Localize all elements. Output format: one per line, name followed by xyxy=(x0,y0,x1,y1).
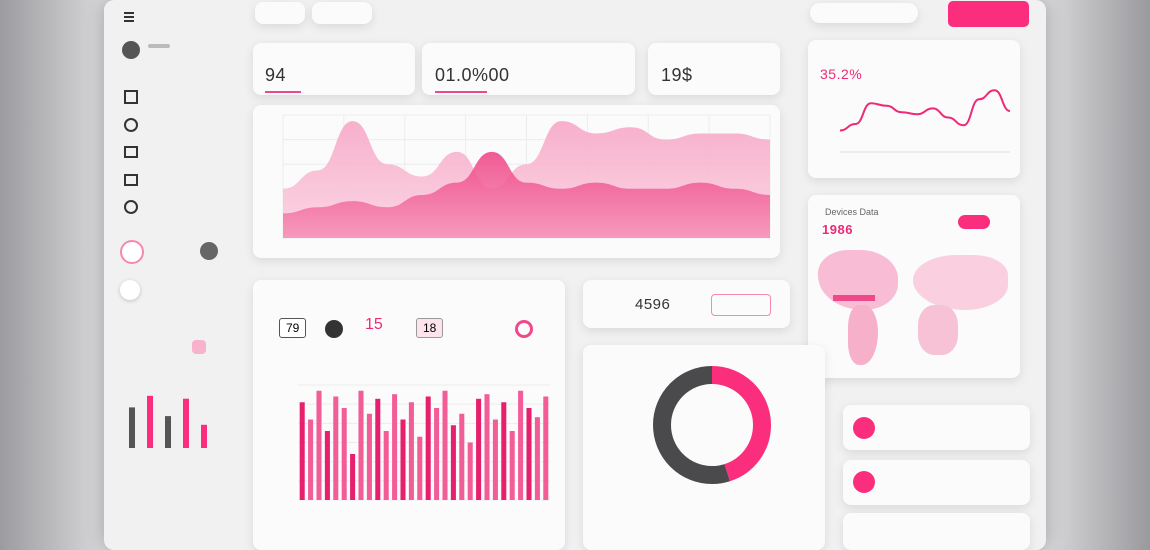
kpi-value: 94 xyxy=(265,65,287,85)
total-value: 4596 xyxy=(635,296,671,313)
stat-icon xyxy=(515,320,533,338)
bar xyxy=(375,398,381,500)
trend-line xyxy=(839,89,1011,132)
bar xyxy=(299,402,305,500)
kpi-value: 19$ xyxy=(661,65,693,85)
map-region xyxy=(848,305,878,365)
bar xyxy=(129,407,135,448)
stat: 18 xyxy=(416,318,444,338)
avatar xyxy=(122,41,140,59)
bar xyxy=(450,425,456,500)
map-card: Devices Data 1986 xyxy=(808,195,1020,378)
tab[interactable] xyxy=(255,2,305,24)
bar xyxy=(492,419,498,500)
bar xyxy=(333,396,339,500)
user-label xyxy=(148,44,170,48)
bar xyxy=(366,413,372,500)
stat: 79 xyxy=(279,318,307,338)
bar xyxy=(324,431,330,500)
bar xyxy=(341,408,347,500)
contact-icon[interactable] xyxy=(120,240,144,264)
bar xyxy=(518,390,524,500)
bar xyxy=(509,431,515,500)
nav-item[interactable] xyxy=(124,174,138,186)
map-title: Devices Data xyxy=(825,207,879,217)
bar xyxy=(308,419,314,500)
bar xyxy=(392,394,398,500)
list-item[interactable] xyxy=(843,405,1030,450)
area xyxy=(283,151,770,238)
trend-value: 35.2% xyxy=(820,66,863,82)
trend-card: 35.2% xyxy=(808,40,1020,178)
badge xyxy=(192,340,206,354)
map-region xyxy=(918,305,958,355)
bar xyxy=(501,402,507,500)
nav-item[interactable] xyxy=(124,146,138,158)
bar xyxy=(316,390,322,500)
bar xyxy=(476,398,482,500)
total-card: 4596 xyxy=(583,280,790,328)
bar xyxy=(467,442,473,500)
bar xyxy=(165,416,171,448)
kpi-value: 01.0%00 xyxy=(435,65,510,85)
tab[interactable] xyxy=(312,2,372,24)
bar xyxy=(543,396,549,500)
bar xyxy=(484,394,490,500)
search[interactable] xyxy=(810,3,918,23)
stat: 15 xyxy=(365,316,383,333)
map-highlight xyxy=(833,295,875,301)
donut-slice xyxy=(653,366,771,484)
kpi-card: 94 xyxy=(253,43,415,95)
action-button[interactable] xyxy=(948,1,1029,27)
list-item[interactable] xyxy=(843,513,1030,550)
bar xyxy=(400,419,406,500)
bar xyxy=(147,395,153,448)
menu-icon[interactable] xyxy=(124,12,134,14)
nav xyxy=(122,88,217,218)
bar xyxy=(442,390,448,500)
map-region xyxy=(913,255,1008,310)
map-value: 1986 xyxy=(822,222,853,237)
bar xyxy=(417,436,423,500)
bar xyxy=(526,408,532,500)
kpi-card: 19$ xyxy=(648,43,780,95)
total-button[interactable] xyxy=(711,294,771,316)
bar xyxy=(350,454,356,500)
bar xyxy=(183,398,189,448)
bar xyxy=(383,431,389,500)
bar xyxy=(425,396,431,500)
list-item[interactable] xyxy=(843,460,1030,505)
nav-item[interactable] xyxy=(124,118,138,132)
bar xyxy=(201,424,207,448)
contact-icon[interactable] xyxy=(120,280,140,300)
bar xyxy=(534,417,540,500)
bar xyxy=(434,408,440,500)
contact-avatar xyxy=(200,242,218,260)
map-pill[interactable] xyxy=(958,215,990,229)
nav-item[interactable] xyxy=(124,90,138,104)
bar xyxy=(408,402,414,500)
stat-icon xyxy=(325,320,343,338)
nav-item[interactable] xyxy=(124,200,138,214)
bar xyxy=(459,413,465,500)
bar xyxy=(358,390,364,500)
kpi-card: 01.0%00 xyxy=(422,43,635,95)
